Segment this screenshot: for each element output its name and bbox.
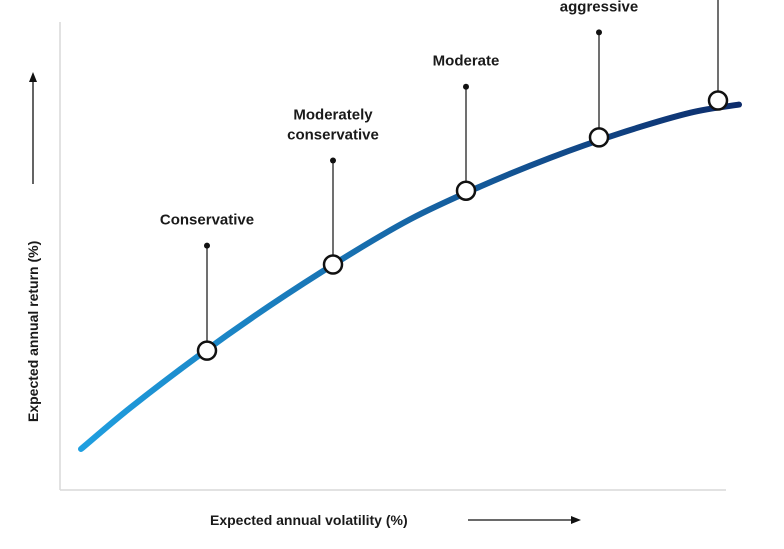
leader-dot-moderately-aggressive <box>596 29 602 36</box>
point-label-conservative: Conservative <box>160 212 254 229</box>
point-marker-aggressive <box>707 90 729 111</box>
point-marker-moderate <box>455 180 477 201</box>
point-label-moderately-aggressive: aggressive <box>560 0 638 15</box>
point-label-moderately-conservative: conservative <box>287 127 379 144</box>
y-axis-label: Expected annual return (%) <box>25 241 41 422</box>
point-label-moderate: Moderate <box>433 53 500 70</box>
point-marker-moderately-conservative <box>322 254 344 275</box>
point-label-moderately-conservative: Moderately <box>293 107 373 124</box>
y-axis-arrow-icon <box>29 72 37 82</box>
leader-dot-moderately-conservative <box>330 157 336 164</box>
x-axis-arrow-icon <box>571 516 581 524</box>
efficient-frontier-curve <box>78 101 742 452</box>
point-marker-moderately-aggressive <box>588 127 610 148</box>
point-marker-conservative <box>196 340 218 361</box>
x-axis-label: Expected annual volatility (%) <box>210 512 408 528</box>
leader-dot-conservative <box>204 242 210 249</box>
leader-dot-moderate <box>463 83 469 90</box>
